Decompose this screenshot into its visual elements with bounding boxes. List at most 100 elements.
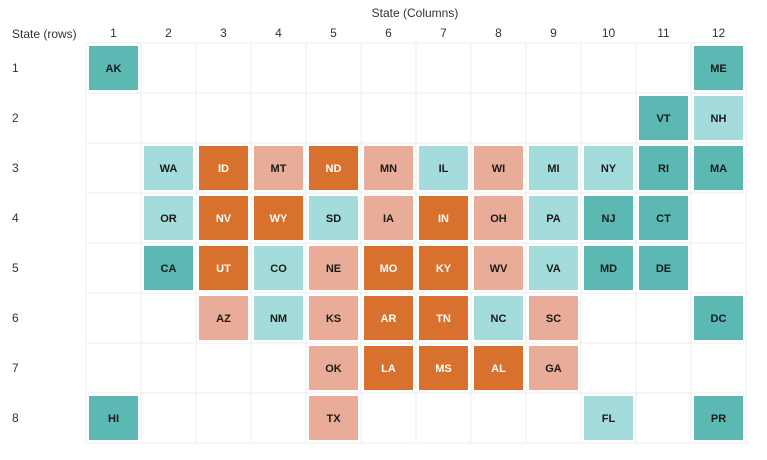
state-tile-in: IN — [419, 196, 468, 240]
state-tile-cell — [364, 246, 413, 290]
state-tile-label: NM — [270, 313, 287, 325]
state-tile-cell — [309, 246, 358, 290]
state-tile-md: MD — [584, 246, 633, 290]
state-tile-cell — [529, 246, 578, 290]
state-tile-cell — [89, 396, 138, 440]
state-tile-cell — [364, 296, 413, 340]
state-tile-nm: NM — [254, 296, 303, 340]
state-tile-va: VA — [529, 246, 578, 290]
state-tile-tx: TX — [309, 396, 358, 440]
state-tile-ok: OK — [309, 346, 358, 390]
state-tile-cell — [254, 196, 303, 240]
state-tile-al: AL — [474, 346, 523, 390]
state-tile-cell — [309, 346, 358, 390]
state-tile-cell — [144, 196, 193, 240]
state-tile-cell — [639, 196, 688, 240]
state-tile-cell — [584, 146, 633, 190]
row-label: 1 — [12, 61, 19, 75]
state-tile-label: MI — [547, 163, 559, 175]
column-label: 5 — [330, 26, 337, 40]
state-tile-label: AR — [381, 313, 397, 325]
state-tile-ma: MA — [694, 146, 743, 190]
column-label: 6 — [385, 26, 392, 40]
column-labels: 1 2 3 4 5 6 7 8 9 10 11 12 — [110, 26, 725, 40]
column-label: 7 — [440, 26, 447, 40]
state-tile-ct: CT — [639, 196, 688, 240]
state-tile-label: OH — [490, 213, 507, 225]
state-tile-cell — [474, 246, 523, 290]
state-tile-label: TX — [326, 413, 341, 425]
state-tile-ak: AK — [89, 46, 138, 90]
state-tile-label: NV — [216, 213, 232, 225]
state-tile-sd: SD — [309, 196, 358, 240]
row-label: 7 — [12, 361, 19, 375]
state-tile-cell — [199, 196, 248, 240]
state-tile-label: IL — [439, 163, 449, 175]
state-tile-label: ME — [710, 63, 727, 75]
state-tile-label: NE — [326, 263, 341, 275]
state-tile-label: AZ — [216, 313, 231, 325]
state-tile-cell — [639, 96, 688, 140]
state-tile-label: NC — [491, 313, 507, 325]
state-tile-cell — [254, 296, 303, 340]
state-tile-mt: MT — [254, 146, 303, 190]
state-tile-ut: UT — [199, 246, 248, 290]
state-tile-cell — [529, 146, 578, 190]
state-tile-label: KY — [436, 263, 452, 275]
state-tile-ny: NY — [584, 146, 633, 190]
state-tile-tn: TN — [419, 296, 468, 340]
state-tile-label: NH — [711, 113, 727, 125]
column-label: 11 — [657, 26, 670, 40]
row-label: 4 — [12, 211, 19, 225]
state-tile-label: IA — [383, 213, 394, 225]
state-tile-cell — [419, 296, 468, 340]
state-tile-cell — [694, 96, 743, 140]
state-tile-cell — [199, 146, 248, 190]
state-tile-ky: KY — [419, 246, 468, 290]
state-tile-nd: ND — [309, 146, 358, 190]
state-tile-nh: NH — [694, 96, 743, 140]
state-tile-cell — [474, 346, 523, 390]
column-label: 12 — [712, 26, 726, 40]
state-tile-label: CT — [656, 213, 671, 225]
column-label: 3 — [220, 26, 227, 40]
state-tile-label: GA — [545, 363, 562, 375]
state-tile-label: AL — [491, 363, 506, 375]
state-tile-label: WA — [160, 163, 178, 175]
column-label: 2 — [165, 26, 172, 40]
state-tile-label: SC — [546, 313, 561, 325]
state-tile-vt: VT — [639, 96, 688, 140]
state-tile-nc: NC — [474, 296, 523, 340]
state-tile-label: NJ — [601, 213, 615, 225]
row-axis-title: State (rows) — [12, 27, 77, 41]
row-label: 3 — [12, 161, 19, 175]
state-tile-label: UT — [216, 263, 231, 275]
state-tile-label: AK — [106, 63, 122, 75]
state-tile-label: MT — [271, 163, 287, 175]
state-tile-label: ID — [218, 163, 229, 175]
state-tile-ne: NE — [309, 246, 358, 290]
state-tile-label: ND — [326, 163, 342, 175]
state-tile-cell — [694, 146, 743, 190]
state-tile-wa: WA — [144, 146, 193, 190]
state-tile-cell — [364, 196, 413, 240]
state-tile-cell — [584, 246, 633, 290]
state-tile-label: LA — [381, 363, 396, 375]
gridlines — [85, 42, 747, 444]
state-tile-nj: NJ — [584, 196, 633, 240]
state-tile-nv: NV — [199, 196, 248, 240]
state-tile-label: WY — [270, 213, 288, 225]
column-label: 9 — [550, 26, 557, 40]
state-tile-cell — [89, 46, 138, 90]
state-tile-label: VA — [546, 263, 561, 275]
state-tile-label: CA — [161, 263, 177, 275]
state-tile-fl: FL — [584, 396, 633, 440]
state-tile-ks: KS — [309, 296, 358, 340]
row-label: 6 — [12, 311, 19, 325]
state-tile-cell — [419, 246, 468, 290]
state-tile-cell — [419, 346, 468, 390]
state-tile-wy: WY — [254, 196, 303, 240]
state-tile-cell — [309, 196, 358, 240]
state-tile-cell — [584, 196, 633, 240]
